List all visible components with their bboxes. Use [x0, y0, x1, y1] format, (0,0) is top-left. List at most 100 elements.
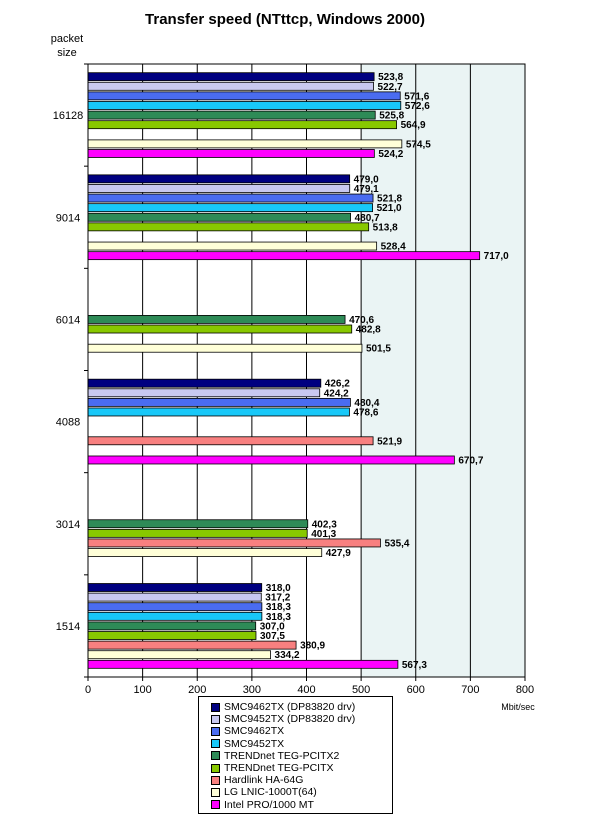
legend-item: Intel PRO/1000 MT: [211, 799, 392, 811]
bar: [87, 241, 378, 251]
bar: [87, 611, 263, 621]
bar: [87, 388, 321, 398]
data-label: 402,3: [312, 519, 337, 530]
x-tick-label: 600: [407, 684, 425, 696]
data-label: 479,0: [354, 174, 379, 185]
x-tick-label: 200: [188, 684, 206, 696]
bar: [87, 101, 402, 110]
data-label: 564,9: [401, 120, 426, 131]
data-label: 521,0: [377, 203, 402, 214]
bar: [87, 583, 263, 592]
data-label: 480,7: [355, 213, 380, 224]
data-label: 501,5: [366, 344, 391, 355]
data-label: 307,0: [260, 621, 285, 632]
bar: [87, 91, 401, 101]
legend-label: SMC9462TX: [224, 725, 285, 738]
y-axis-label-line-1: packet: [51, 33, 83, 45]
data-label: 427,9: [326, 548, 351, 559]
bar: [87, 72, 375, 82]
bar: [87, 548, 323, 557]
x-tick-label: 100: [133, 684, 151, 696]
chart-title: Transfer speed (NTttcp, Windows 2000): [145, 11, 425, 28]
data-label: 307,5: [260, 631, 285, 642]
data-label: 380,9: [300, 641, 325, 652]
x-tick-label: 400: [297, 684, 315, 696]
data-label: 480,4: [354, 398, 379, 409]
x-tick-label: 300: [243, 684, 261, 696]
data-label: 521,8: [377, 194, 402, 205]
category-label: 9014: [56, 212, 80, 224]
data-label: 521,9: [377, 436, 402, 447]
bar: [87, 621, 257, 631]
data-label: 401,3: [311, 529, 336, 540]
data-label: 528,4: [381, 242, 406, 253]
data-label: 317,2: [265, 593, 290, 604]
data-label: 426,2: [325, 379, 350, 390]
bar: [87, 455, 455, 465]
legend-swatch: [211, 763, 220, 773]
data-label: 470,6: [349, 315, 374, 326]
legend-label: Hardlink HA-64G: [224, 774, 304, 787]
bar: [87, 110, 376, 120]
legend-label: SMC9462TX (DP83820 drv): [224, 701, 356, 714]
bar: [87, 203, 373, 213]
bar: [87, 251, 481, 261]
category-label: 1514: [56, 621, 80, 633]
data-label: 572,6: [405, 101, 430, 112]
data-label: 574,5: [406, 139, 431, 150]
data-label: 479,1: [354, 184, 379, 195]
x-tick-label: 500: [352, 684, 370, 696]
bar: [87, 343, 363, 353]
legend-item: TRENDnet TEG-PCITX2: [211, 750, 392, 762]
category-label: 6014: [56, 314, 80, 326]
bar: [87, 174, 351, 184]
bar: [87, 184, 351, 193]
x-tick-label: 700: [461, 684, 479, 696]
bar: [87, 324, 353, 334]
data-label: 334,2: [275, 650, 300, 661]
legend-swatch: [211, 702, 220, 712]
legend-label: TRENDnet TEG-PCITX2: [224, 749, 340, 762]
bar: [87, 631, 257, 640]
data-label: 318,0: [266, 583, 291, 594]
data-label: 670,7: [458, 455, 483, 466]
data-label: 513,8: [373, 222, 398, 233]
bar: [87, 602, 263, 612]
bar: [87, 592, 262, 602]
bar: [87, 149, 375, 158]
legend-swatch: [211, 787, 220, 797]
data-label: 525,8: [379, 111, 404, 122]
data-label: 523,8: [378, 72, 403, 83]
data-label: 567,3: [402, 660, 427, 671]
legend: SMC9462TX (DP83820 drv) SMC9452TX (DP8382…: [198, 696, 393, 814]
bar: [87, 222, 370, 232]
legend-item: SMC9452TX: [211, 738, 392, 750]
data-label: 482,8: [356, 325, 381, 336]
bar: [87, 650, 271, 660]
bar: [87, 139, 403, 149]
legend-item: SMC9452TX (DP83820 drv): [211, 713, 392, 725]
bar: [87, 81, 374, 91]
y-axis-label-line-2: size: [57, 47, 77, 59]
data-label: 522,7: [378, 82, 403, 93]
plot-border: [87, 63, 526, 678]
data-label: 524,2: [378, 149, 403, 160]
data-label: 717,0: [484, 251, 509, 262]
legend-item: Hardlink HA-64G: [211, 774, 392, 786]
x-axis-label: Mbit/sec: [501, 702, 535, 712]
legend-label: TRENDnet TEG-PCITX: [224, 762, 334, 775]
legend-swatch: [211, 775, 220, 785]
data-label: 424,2: [324, 388, 349, 399]
x-tick-label: 800: [516, 684, 534, 696]
bar: [87, 193, 374, 203]
data-label: 571,6: [404, 91, 429, 102]
legend-swatch: [211, 739, 220, 749]
data-label: 478,6: [353, 407, 378, 418]
legend-label: SMC9452TX: [224, 737, 285, 750]
legend-swatch: [211, 800, 220, 810]
bar: [87, 407, 350, 417]
data-label: 318,3: [266, 612, 291, 623]
bar: [87, 397, 351, 407]
bar: [87, 212, 351, 222]
